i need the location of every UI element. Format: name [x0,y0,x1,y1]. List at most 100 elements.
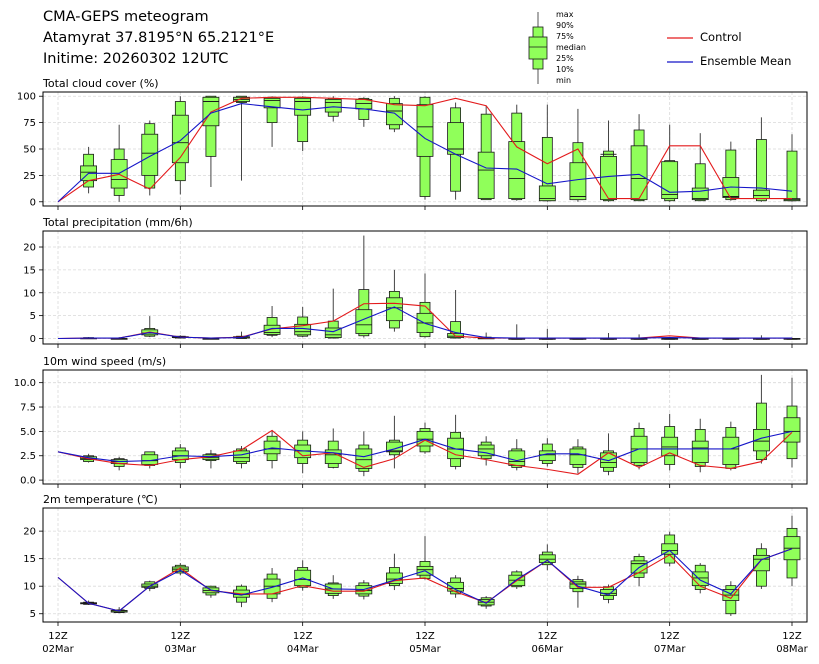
x-tick-label-date: 06Mar [532,644,564,655]
location-label: Atamyrat 37.8195°N 65.2121°E [43,30,275,46]
box-p25-p75 [508,450,526,466]
box-p25-p75 [386,441,403,453]
box-p25-p75 [661,161,679,200]
box-p25-p75 [324,98,342,113]
y-tick-label: 25 [23,171,36,182]
legend-label-p75: 75% [556,32,574,41]
box-11 [386,553,403,591]
box-19 [630,114,648,202]
box-14 [477,436,495,466]
legend-mean-line [667,61,693,63]
box-6 [233,95,250,181]
x-tick-label-date: 02Mar [42,644,74,655]
box-13 [447,575,464,598]
panel-1: 0 5 10 15 20 [23,230,808,348]
y-tick-label: 2.5 [20,451,36,462]
y-tick-label: 5 [30,609,36,620]
x-tick-label-time: 12Z [293,631,313,642]
panel-title-precip: Total precipitation (mm/6h) [43,216,193,229]
legend-label-min: min [556,76,572,85]
box-14 [477,105,495,201]
box-23 [753,335,770,340]
box-5 [202,449,220,469]
panel-2: 0.0 2.5 5.0 7.5 10.0 [14,369,808,488]
y-tick-label: 100 [17,92,36,103]
box-p10-p90 [786,150,798,202]
panel-title-wind: 10m wind speed (m/s) [43,355,167,368]
box-8 [294,306,312,338]
box-2 [110,124,128,202]
box-20 [661,124,679,202]
x-tick-label-time: 12Z [538,631,558,642]
box-22 [722,421,740,471]
box-p25-p75 [416,104,434,157]
x-tick-label-date: 05Mar [409,644,441,655]
box-p25-p75 [538,554,556,563]
box-12 [416,96,434,200]
y-tick-label: 0.0 [20,476,36,487]
x-tick-label-time: 12Z [660,631,680,642]
x-tick-label-time: 12Z [48,631,68,642]
box-p25-p75 [569,162,587,201]
box-p25-p75 [569,448,587,465]
y-tick-label: 5 [30,311,36,322]
control-line [57,548,793,612]
legend-mean-label: Ensemble Mean [700,54,792,68]
box-p25-p75 [355,448,373,469]
y-tick-label: 10 [23,288,36,299]
box-17 [569,439,587,474]
x-tick-label-date: 08Mar [776,644,808,655]
y-tick-label: 15 [23,265,36,276]
meteogram-title: CMA-GEPS meteogram [43,9,209,25]
y-tick-label: 10.0 [14,378,36,389]
box-15 [508,104,526,201]
y-tick-label: 0 [30,334,36,345]
axes-frame [42,91,808,207]
box-11 [386,96,403,133]
x-tick-label-time: 12Z [415,631,435,642]
ensemble-mean-line [57,430,793,463]
y-tick-label: 7.5 [20,403,36,414]
box-3 [141,120,159,196]
box-10 [355,235,373,338]
box-19 [630,422,648,470]
box-8 [294,431,312,474]
panel-3: 5 10 15 20 [23,507,808,626]
box-p25-p75 [661,543,679,555]
axes-frame [42,507,808,623]
box-p25-p75 [263,324,281,335]
box-4 [171,96,189,195]
y-tick-label: 20 [23,527,36,538]
control-line [57,96,792,203]
y-tick-label: 15 [23,554,36,565]
box-9 [324,96,342,122]
box-8 [294,96,312,152]
box-7 [263,96,281,147]
box-23 [753,374,770,464]
legend-control-line [667,37,693,39]
legend-label-p90: 90% [556,21,574,30]
y-tick-label: 20 [23,243,36,254]
box-p10-p90 [725,149,737,201]
box-11 [386,269,403,332]
box-p10-p90 [756,139,767,202]
box-16 [538,544,556,571]
y-tick-label: 10 [23,582,36,593]
box-24 [783,377,801,468]
box-p25-p75 [294,97,312,116]
box-p25-p75 [722,436,740,465]
box-13 [447,102,464,200]
x-tick-label-time: 12Z [171,631,191,642]
legend-label-p10: 10% [556,65,574,74]
box-p25-p75 [171,114,189,164]
box-21 [691,418,709,473]
box-p25-p75 [661,436,679,457]
x-tick-label-date: 07Mar [654,644,686,655]
box-11 [386,415,403,469]
ensemble-mean-line [57,306,792,340]
box-24 [783,515,801,587]
box-p25-p75 [753,429,770,452]
box-1 [80,146,97,194]
box-p25-p75 [538,450,556,462]
box-p25-p75 [508,141,526,200]
